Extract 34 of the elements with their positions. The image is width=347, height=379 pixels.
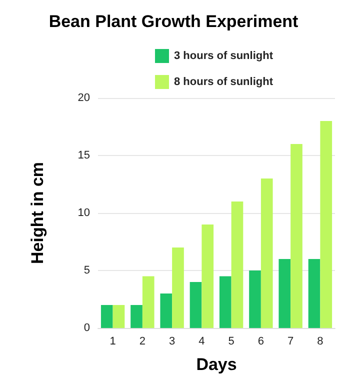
- x-tick-label: 1: [110, 336, 116, 348]
- y-tick-label: 5: [84, 264, 90, 276]
- y-axis-title: Height in cm: [28, 162, 47, 264]
- legend-label: 3 hours of sunlight: [174, 50, 274, 62]
- y-tick-label: 20: [78, 92, 90, 104]
- bar: [142, 276, 154, 328]
- bar: [219, 276, 232, 328]
- x-tick-label: 6: [258, 336, 264, 348]
- bar: [100, 305, 113, 328]
- bar: [320, 121, 332, 328]
- y-tick-label: 0: [84, 322, 90, 334]
- bar: [112, 305, 125, 328]
- bar: [249, 270, 261, 328]
- bar: [160, 294, 172, 328]
- bar: [308, 259, 320, 328]
- bar: [278, 259, 291, 328]
- bar: [190, 282, 202, 328]
- bar: [172, 248, 184, 328]
- y-tick-label: 15: [78, 150, 90, 162]
- x-tick-label: 4: [198, 336, 205, 348]
- chart-title: Bean Plant Growth Experiment: [48, 12, 299, 31]
- x-tick-label: 7: [288, 336, 294, 348]
- bar: [260, 178, 273, 328]
- x-tick-label: 8: [317, 336, 324, 348]
- bar: [202, 224, 214, 328]
- bar: [130, 305, 142, 328]
- x-tick-label: 3: [169, 336, 176, 348]
- bar: [231, 202, 244, 328]
- bar: [290, 144, 302, 328]
- x-tick-label: 2: [139, 336, 146, 348]
- x-tick-label: 5: [228, 336, 234, 348]
- x-axis-title: Days: [196, 355, 237, 374]
- y-tick-label: 10: [78, 207, 90, 219]
- legend-label: 8 hours of sunlight: [174, 76, 274, 88]
